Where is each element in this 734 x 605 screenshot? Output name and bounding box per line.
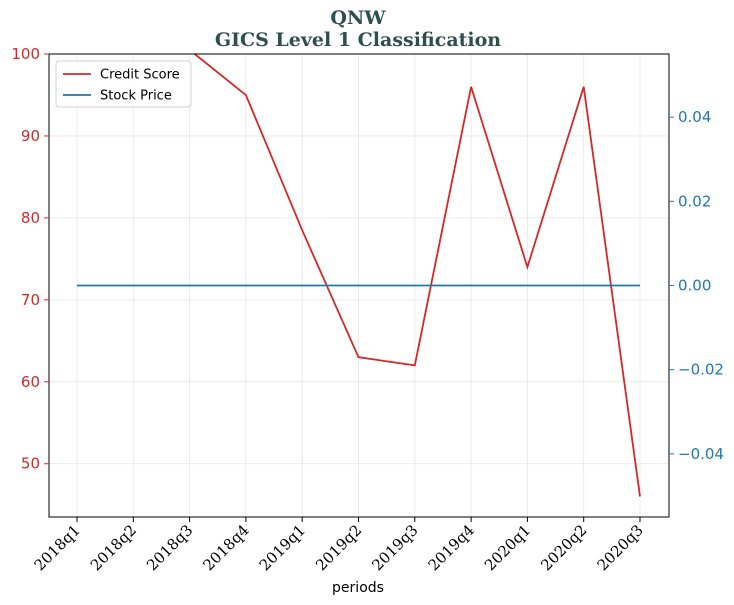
- x-tick-label: 2020q1: [481, 521, 534, 574]
- axes: 50 60 70 80 90 100 −0.04 −0.02 0.00 0.02 0.04 2018q…: [11, 45, 724, 574]
- right-tick-label: −0.02: [678, 361, 724, 379]
- left-tick-label: 90: [21, 127, 40, 145]
- legend-label: Stock Price: [100, 89, 172, 104]
- x-tick-label: 2019q1: [256, 521, 309, 574]
- plot-lines: [77, 54, 641, 497]
- x-tick-label: 2020q2: [537, 521, 590, 574]
- left-tick-label: 100: [11, 45, 40, 63]
- left-tick-label: 80: [21, 209, 40, 227]
- x-tick-label: 2018q3: [143, 521, 196, 574]
- left-tick-label: 50: [21, 455, 40, 473]
- right-tick-label: 0.00: [678, 277, 711, 295]
- x-tick-label: 2018q4: [199, 521, 252, 574]
- x-axis-label: periods: [332, 580, 384, 596]
- x-tick-label: 2020q3: [594, 521, 647, 574]
- right-tick-label: 0.04: [678, 108, 711, 126]
- x-tick-label: 2019q3: [368, 521, 421, 574]
- x-tick-label: 2019q2: [312, 521, 365, 574]
- x-tick-label: 2019q4: [425, 521, 478, 574]
- right-tick-label: −0.04: [678, 445, 724, 463]
- left-tick-label: 60: [21, 373, 40, 391]
- x-tick-label: 2018q1: [31, 521, 84, 574]
- legend-label: Credit Score: [100, 68, 180, 83]
- left-tick-label: 70: [21, 291, 40, 309]
- chart-subtitle: GICS Level 1 Classification: [215, 29, 501, 51]
- chart-title: QNW: [330, 7, 386, 29]
- series-line-credit-score: [193, 54, 641, 497]
- right-tick-label: 0.02: [678, 192, 711, 210]
- legend: Credit Score Stock Price: [55, 60, 192, 108]
- x-tick-label: 2018q2: [87, 521, 140, 574]
